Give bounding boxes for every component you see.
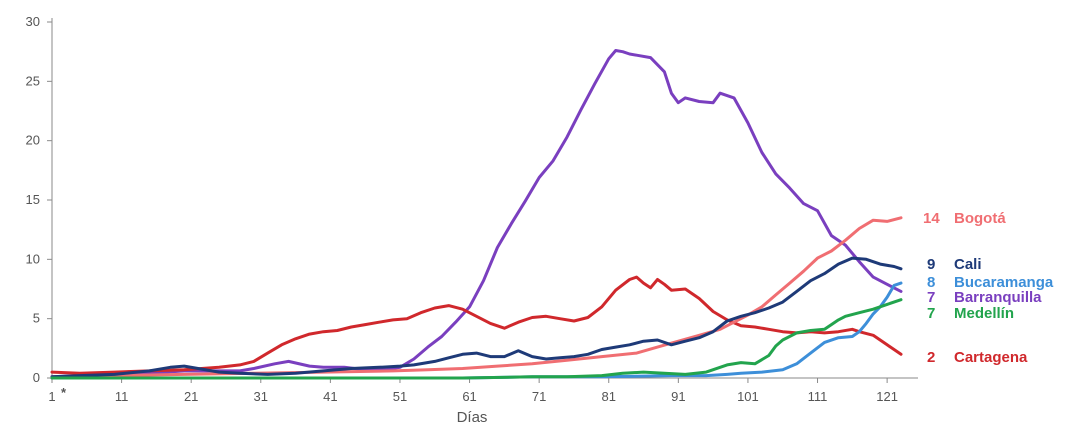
x-tick-label: 11	[115, 389, 129, 404]
series-name-label: Cartagena	[954, 349, 1028, 366]
series-line-cartagena	[50, 275, 903, 375]
y-tick-label: 25	[26, 73, 40, 88]
x-tick-label: 81	[602, 389, 616, 404]
end-value-label: 8	[927, 274, 935, 291]
first-tick-marker: *	[61, 385, 67, 400]
x-tick-label: 71	[532, 389, 546, 404]
series-line-bogot	[50, 216, 903, 379]
y-tick-label: 0	[33, 370, 40, 385]
series-name-label: Cali	[954, 256, 982, 273]
x-tick-label: 41	[323, 389, 337, 404]
y-tick-label: 15	[26, 192, 40, 207]
series-name-label: Bogotá	[954, 210, 1006, 227]
x-tick-label: 111	[808, 389, 828, 404]
x-tick-label: 21	[184, 389, 198, 404]
series-name-label: Medellín	[954, 305, 1014, 322]
y-tick-label: 20	[26, 133, 40, 148]
y-tick-label: 5	[33, 311, 40, 326]
x-tick-label: 1	[48, 389, 55, 404]
series-name-label: Barranquilla	[954, 289, 1042, 306]
series-line-medelln	[50, 298, 903, 380]
series-line-barranquilla	[50, 49, 903, 379]
x-tick-label: 51	[393, 389, 407, 404]
y-tick-label: 30	[26, 14, 40, 29]
end-value-label: 9	[927, 256, 935, 273]
x-tick-label: 91	[671, 389, 685, 404]
x-tick-label: 31	[254, 389, 268, 404]
end-value-label: 14	[923, 210, 940, 227]
x-tick-label: 61	[462, 389, 476, 404]
end-value-label: 7	[927, 289, 935, 306]
end-value-label: 2	[927, 349, 935, 366]
series-end-labels: 7 Barranquilla 2 Cartagena 14 Bogotá 9 Cali 8 Buc…	[923, 210, 1054, 366]
x-axis-title: Días	[457, 409, 488, 426]
end-value-label: 7	[927, 305, 935, 322]
series-line-cali	[50, 256, 903, 379]
y-tick-label: 10	[26, 251, 40, 266]
x-tick-label: 121	[876, 389, 898, 404]
series-lines	[50, 49, 903, 380]
x-tick-label: 101	[737, 389, 759, 404]
series-name-label: Bucaramanga	[954, 274, 1054, 291]
